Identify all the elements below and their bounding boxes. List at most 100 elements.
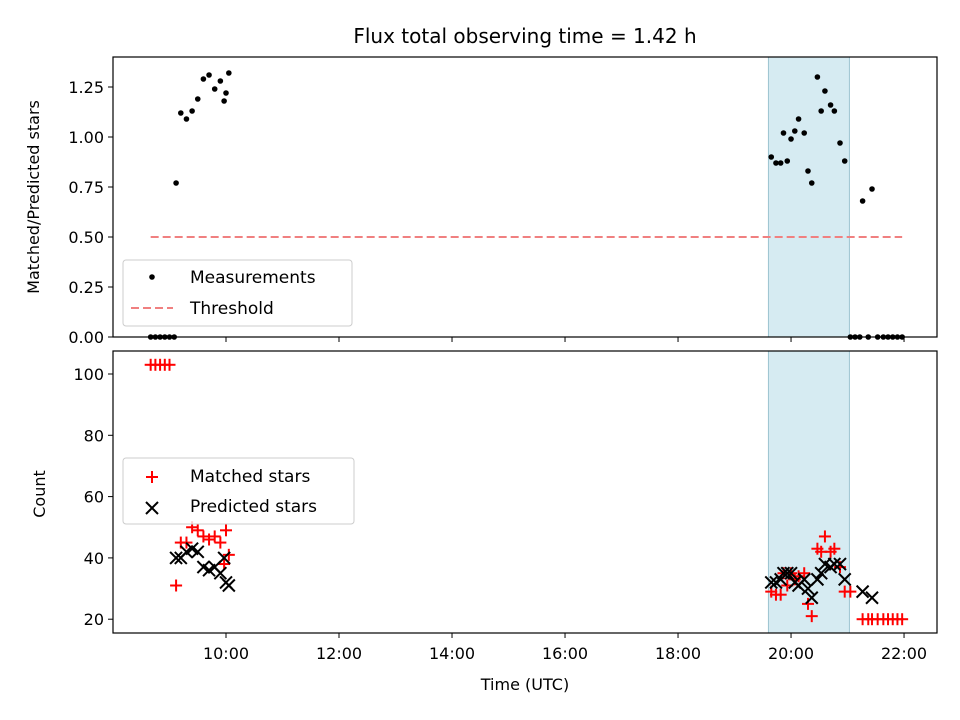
measurement-point <box>221 98 227 104</box>
measurement-point <box>189 108 195 114</box>
measurement-point <box>841 158 848 164</box>
matched-star-point <box>896 613 909 626</box>
y-tick-label: 1.00 <box>68 128 104 147</box>
x-tick-label: 18:00 <box>655 644 701 663</box>
matched-star-point <box>844 585 857 598</box>
predicted-star-point <box>797 572 811 587</box>
matched-star-point <box>214 536 227 549</box>
measurement-point <box>859 198 866 204</box>
y-tick-label: 20 <box>84 610 104 629</box>
matched-star-point <box>801 597 814 610</box>
predicted-stars-points <box>169 541 879 605</box>
matched-star-point <box>208 530 221 543</box>
predicted-star-point <box>213 566 228 580</box>
bottom-panel: 20 40 60 80 100 10:00 12:00 14:00 16:00 18:00 20:… <box>30 350 938 694</box>
measurement-point <box>173 180 179 186</box>
chart-title: Flux total observing time = 1.42 h <box>353 24 696 48</box>
measurement-point <box>795 116 802 122</box>
measurement-point <box>837 140 843 146</box>
bottom-legend: Matched stars Predicted stars <box>122 457 355 525</box>
bottom-axes-frame <box>112 350 938 634</box>
matched-star-point <box>197 530 210 543</box>
predicted-star-point <box>855 584 870 599</box>
predicted-star-point <box>222 578 236 593</box>
measurement-point <box>780 130 787 136</box>
measurement-point <box>178 110 184 116</box>
predicted-star-point <box>191 545 205 559</box>
top-y-ticks: 0.00 0.25 0.50 0.75 1.00 1.25 <box>68 78 113 347</box>
x-tick-label: 14:00 <box>429 644 475 663</box>
x-tick-label: 22:00 <box>881 644 927 663</box>
bottom-y-ticks: 20 40 60 80 100 <box>73 365 113 629</box>
x-tick-label: 20:00 <box>768 644 814 663</box>
predicted-star-point <box>169 551 183 565</box>
measurement-point <box>814 74 821 80</box>
top-y-axis-label: Matched/Predicted stars <box>24 100 43 294</box>
y-tick-label: 40 <box>84 549 104 568</box>
bottom-y-axis-label: Count <box>30 470 49 518</box>
top-legend-box <box>122 259 353 327</box>
measurement-point <box>217 78 224 84</box>
legend-predicted-marker <box>145 501 159 515</box>
y-tick-label: 80 <box>84 426 104 445</box>
top-legend: Measurements Threshold <box>122 259 353 327</box>
measurement-point <box>768 154 775 160</box>
predicted-star-point <box>838 572 852 587</box>
predicted-star-point <box>833 557 847 571</box>
legend-measurements-marker <box>149 274 155 280</box>
matched-star-point <box>222 548 235 561</box>
y-tick-label: 1.25 <box>68 78 104 97</box>
matched-star-point <box>170 579 183 592</box>
y-tick-label: 100 <box>73 365 104 384</box>
y-tick-label: 0.50 <box>68 228 104 247</box>
predicted-star-point <box>805 591 819 605</box>
predicted-star-point <box>784 566 798 580</box>
measurement-point <box>777 160 784 166</box>
matched-star-point <box>220 524 233 537</box>
measurement-point <box>226 70 232 76</box>
measurement-point <box>194 96 201 102</box>
measurement-point <box>801 130 808 136</box>
y-tick-label: 0.00 <box>68 328 104 347</box>
legend-measurements-label: Measurements <box>190 268 316 288</box>
matched-star-point <box>818 530 831 543</box>
measurement-point <box>869 186 875 192</box>
measurement-point <box>792 128 798 134</box>
measurement-point <box>831 108 838 114</box>
matched-star-point <box>191 524 204 537</box>
x-axis-label: Time (UTC) <box>480 675 569 694</box>
measurement-point <box>805 168 811 174</box>
matched-star-point <box>798 567 811 580</box>
x-tick-label: 10:00 <box>203 644 249 663</box>
measurement-point <box>211 86 218 92</box>
y-tick-label: 0.25 <box>68 278 104 297</box>
x-tick-label: 16:00 <box>542 644 588 663</box>
measurement-point <box>200 76 207 82</box>
legend-predicted-label: Predicted stars <box>190 497 317 517</box>
matched-star-point <box>163 358 176 371</box>
matched-star-point <box>828 542 841 555</box>
matched-star-point <box>805 610 818 623</box>
predicted-star-point <box>814 566 828 580</box>
top-x-ticks <box>225 337 905 342</box>
matched-star-point <box>203 533 216 546</box>
legend-matched-label: Matched stars <box>190 467 310 487</box>
bottom-legend-box <box>122 457 355 525</box>
predicted-star-point <box>217 551 231 565</box>
top-panel: 0.00 0.25 0.50 0.75 1.00 1.25 Matched/Predict… <box>24 56 938 347</box>
predicted-star-point <box>827 557 842 571</box>
top-axes-frame <box>112 56 938 338</box>
measurement-point <box>206 72 212 78</box>
measurement-point <box>808 180 815 186</box>
top-shaded-interval <box>767 56 850 338</box>
measurement-point <box>183 116 190 122</box>
predicted-star-point <box>810 572 825 587</box>
matched-star-point <box>218 558 231 571</box>
predicted-star-point <box>764 575 778 590</box>
predicted-star-point <box>780 566 794 580</box>
measurement-point <box>788 136 794 142</box>
bottom-x-ticks: 10:00 12:00 14:00 16:00 18:00 20:00 22:00 <box>203 633 927 663</box>
y-tick-label: 0.75 <box>68 178 104 197</box>
x-tick-label: 12:00 <box>316 644 362 663</box>
